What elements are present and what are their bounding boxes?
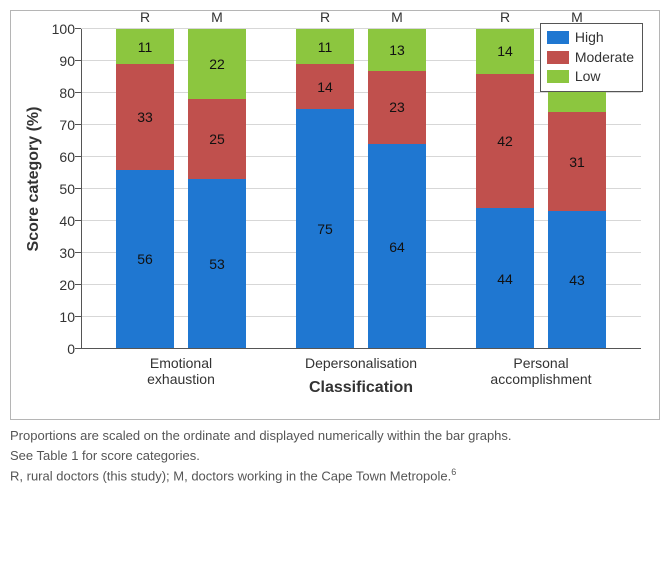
ytick-label: 0 — [67, 341, 81, 357]
legend-swatch — [547, 51, 569, 64]
legend-item: Moderate — [547, 48, 634, 68]
group-label: Depersonalisation — [305, 349, 417, 371]
bar-segment-low: 11 — [296, 29, 354, 64]
caption-line: Proportions are scaled on the ordinate a… — [10, 426, 660, 446]
bar-segment-value: 56 — [137, 251, 153, 267]
group-label: Personalaccomplishment — [490, 349, 591, 387]
ytick-mark — [75, 348, 81, 349]
legend-label: Moderate — [575, 48, 634, 68]
bar-segment-high: 44 — [476, 208, 534, 349]
bar-segment-high: 56 — [116, 170, 174, 349]
ytick-label: 60 — [59, 149, 81, 165]
ytick-mark — [75, 220, 81, 221]
bar-segment-moderate: 31 — [548, 112, 606, 211]
bar-segment-moderate: 42 — [476, 74, 534, 208]
bar-segment-high: 43 — [548, 211, 606, 349]
caption-line: R, rural doctors (this study); M, doctor… — [10, 466, 660, 486]
bar-segment-value: 31 — [569, 154, 585, 170]
legend-swatch — [547, 70, 569, 83]
bar-header: R — [476, 9, 534, 25]
ytick-mark — [75, 92, 81, 93]
bar-segment-value: 14 — [317, 79, 333, 95]
y-axis-label: Score category (%) — [25, 107, 43, 252]
bar-group: DepersonalisationR111475M132364 — [296, 29, 426, 349]
bar-segment-low: 22 — [188, 29, 246, 99]
bar-segment-value: 64 — [389, 239, 405, 255]
bar-group: EmotionalexhaustionR113356M222553 — [116, 29, 246, 349]
bar-segment-value: 13 — [389, 42, 405, 58]
bar-column: R113356 — [116, 29, 174, 349]
ytick-label: 90 — [59, 53, 81, 69]
ytick-mark — [75, 316, 81, 317]
bar-segment-low: 11 — [116, 29, 174, 64]
ytick-label: 20 — [59, 277, 81, 293]
bar-header: R — [296, 9, 354, 25]
bar-segment-value: 11 — [138, 39, 153, 55]
bar-segment-value: 43 — [569, 272, 585, 288]
caption-block: Proportions are scaled on the ordinate a… — [10, 426, 660, 487]
legend-item: Low — [547, 67, 634, 87]
ytick-mark — [75, 188, 81, 189]
bar-column: R111475 — [296, 29, 354, 349]
chart-container: HighModerateLow Score category (%) Emoti… — [10, 10, 660, 420]
ytick-label: 10 — [59, 309, 81, 325]
bar-segment-value: 53 — [209, 256, 225, 272]
bar-segment-value: 25 — [209, 131, 225, 147]
bar-column: R144244 — [476, 29, 534, 349]
caption-line: See Table 1 for score categories. — [10, 446, 660, 466]
chart-area: HighModerateLow Score category (%) Emoti… — [19, 19, 651, 409]
bar-segment-value: 44 — [497, 271, 513, 287]
legend-item: High — [547, 28, 634, 48]
legend-label: High — [575, 28, 604, 48]
bar-segment-value: 33 — [137, 109, 153, 125]
bar-segment-value: 75 — [317, 221, 333, 237]
bar-segment-moderate: 14 — [296, 64, 354, 109]
bar-segment-value: 14 — [497, 43, 513, 59]
x-axis-line — [81, 348, 641, 349]
ytick-label: 30 — [59, 245, 81, 261]
legend-label: Low — [575, 67, 601, 87]
bar-header: M — [368, 9, 426, 25]
ytick-mark — [75, 28, 81, 29]
bar-segment-value: 23 — [389, 99, 405, 115]
bar-segment-value: 22 — [209, 56, 225, 72]
ytick-mark — [75, 124, 81, 125]
bar-segment-low: 14 — [476, 29, 534, 74]
bar-segment-high: 64 — [368, 144, 426, 349]
bar-segment-value: 42 — [497, 133, 513, 149]
bar-column: M132364 — [368, 29, 426, 349]
bar-header: R — [116, 9, 174, 25]
y-axis-line — [81, 29, 82, 349]
ytick-label: 40 — [59, 213, 81, 229]
ytick-mark — [75, 252, 81, 253]
bar-segment-high: 53 — [188, 179, 246, 349]
legend-swatch — [547, 31, 569, 44]
bar-segment-value: 11 — [318, 39, 333, 55]
ytick-mark — [75, 284, 81, 285]
ytick-label: 80 — [59, 85, 81, 101]
bar-column: M222553 — [188, 29, 246, 349]
bar-segment-low: 13 — [368, 29, 426, 71]
ytick-label: 100 — [52, 21, 81, 37]
bar-segment-high: 75 — [296, 109, 354, 349]
legend: HighModerateLow — [540, 23, 643, 92]
bar-segment-moderate: 33 — [116, 64, 174, 170]
bar-segment-moderate: 23 — [368, 71, 426, 145]
ytick-label: 50 — [59, 181, 81, 197]
bar-segment-moderate: 25 — [188, 99, 246, 179]
ytick-mark — [75, 156, 81, 157]
ytick-label: 70 — [59, 117, 81, 133]
bar-header: M — [188, 9, 246, 25]
group-label: Emotionalexhaustion — [147, 349, 215, 387]
ytick-mark — [75, 60, 81, 61]
